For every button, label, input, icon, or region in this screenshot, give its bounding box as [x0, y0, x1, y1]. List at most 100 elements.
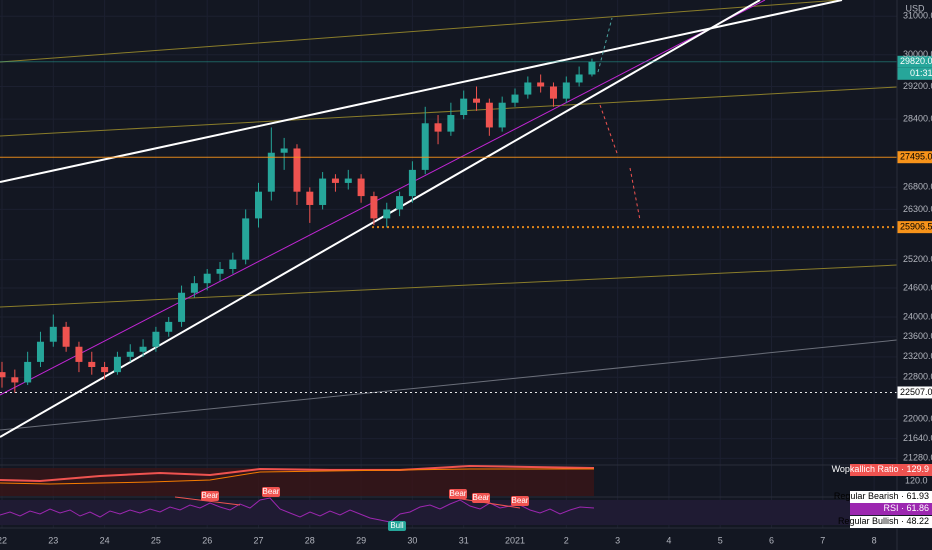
trend-line	[0, 0, 761, 438]
y-tick-label: 24000.0	[903, 311, 932, 321]
x-tick-label: 26	[202, 535, 212, 545]
bull-badge-label: Bull	[390, 521, 404, 530]
x-tick-label: 4	[666, 535, 671, 545]
x-tick-label: 22	[0, 535, 7, 545]
candle-body	[408, 169, 416, 197]
rsi-band	[0, 500, 897, 525]
bear-badge	[511, 496, 529, 506]
candle-body	[319, 178, 327, 205]
candle-body	[229, 259, 237, 270]
indicator-name: Regular Bearish	[834, 491, 899, 501]
olive-line	[0, 86, 898, 137]
y-tick-label: 21640.0	[903, 433, 932, 443]
countdown: 01:31	[910, 68, 932, 78]
candle-body	[49, 326, 57, 342]
ratio-level: 120.0	[905, 475, 928, 485]
x-tick-label: 25	[151, 535, 161, 545]
indicator-label-bg	[850, 491, 932, 503]
x-tick-label: 23	[48, 535, 58, 545]
indicator-name: Wopkallich Ratio	[832, 464, 899, 474]
candle-body	[88, 361, 96, 368]
price-label-bg	[897, 221, 932, 234]
x-tick-label: 30	[407, 535, 417, 545]
axis-labels: 31000.030000.029200.028400.026800.026300…	[0, 11, 932, 545]
y-tick-label: 26800.0	[903, 182, 932, 192]
bear-badge-label: Bear	[263, 487, 280, 496]
indicator-label: Regular Bearish · 61.93	[834, 491, 929, 501]
y-tick-label: 30000.0	[903, 49, 932, 59]
candle-body	[434, 123, 442, 132]
x-tick-label: 27	[253, 535, 263, 545]
x-tick-label: 3	[615, 535, 620, 545]
candle-body	[357, 178, 365, 197]
candle-body	[293, 148, 301, 192]
indicator-label-bg	[850, 503, 932, 515]
candle-body	[498, 102, 506, 128]
bear-badge-label: Bear	[450, 489, 467, 498]
x-tick-label: 31	[459, 535, 469, 545]
indicator-label-bg	[850, 516, 932, 528]
candle-body	[485, 102, 493, 128]
candle-body	[101, 367, 109, 373]
candle-body	[113, 356, 121, 373]
countdown-bg	[897, 67, 932, 80]
indicator-label: Regular Bullish · 48.22	[838, 516, 929, 526]
y-tick-label: 23200.0	[903, 351, 932, 361]
candle-body	[511, 94, 519, 103]
bear-badge	[449, 489, 467, 499]
ratio-line	[0, 464, 595, 483]
y-tick-label: 22800.0	[903, 372, 932, 382]
bear-badge-label: Bear	[202, 491, 219, 500]
x-tick-label: 24	[100, 535, 110, 545]
indicator-value: 61.93	[906, 491, 929, 501]
candle-body	[575, 74, 583, 83]
candle-body	[537, 82, 545, 87]
indicator-label-bg	[850, 464, 932, 476]
candle-body	[549, 86, 557, 99]
candle-body	[62, 326, 70, 347]
x-tick-label: 28	[305, 535, 315, 545]
candle-body	[524, 82, 532, 95]
candle-body	[396, 196, 404, 210]
candle-body	[152, 331, 160, 347]
indicator-value: 129.9	[906, 464, 929, 474]
indicator-sep: ·	[898, 516, 906, 526]
indicator-label: RSI · 61.86	[883, 503, 929, 513]
y-tick-label: 21280.0	[903, 453, 932, 463]
magenta-line	[0, 0, 766, 396]
currency: USD	[905, 3, 925, 13]
drawings	[0, 0, 898, 438]
y-tick-label: 22000.0	[903, 414, 932, 424]
x-tick-label: 8	[872, 535, 877, 545]
price-markers: 29820.0 27495.0 25906.5 22507.0 01:31	[0, 55, 932, 399]
candle-body	[331, 178, 339, 183]
candle-body	[562, 82, 570, 99]
candle-body	[280, 148, 288, 153]
price-label: 22507.0	[900, 387, 932, 397]
x-tick-label: 5	[718, 535, 723, 545]
y-tick-label: 28400.0	[903, 114, 932, 124]
indicator-value: 61.86	[906, 503, 929, 513]
y-tick-label: 26300.0	[903, 204, 932, 214]
candle-body	[370, 196, 378, 219]
olive-line	[0, 0, 841, 63]
olive-line	[0, 264, 898, 308]
x-tick-label: 29	[356, 535, 366, 545]
trend-line	[0, 0, 843, 183]
y-tick-label: 23600.0	[903, 331, 932, 341]
candle-body	[0, 372, 6, 378]
indicator-name: RSI	[883, 503, 898, 513]
candle-body	[344, 178, 352, 183]
candle-body	[36, 341, 44, 362]
y-tick-label: 25200.0	[903, 254, 932, 264]
candle-body	[383, 209, 391, 219]
candle-body	[255, 191, 262, 219]
candle-body	[165, 321, 173, 332]
bear-badge	[262, 487, 280, 497]
bull-badge	[388, 521, 406, 531]
price-label: 29820.0	[900, 56, 932, 66]
indicator-sep: ·	[898, 491, 906, 501]
candle-body	[126, 351, 134, 357]
candle-body	[306, 191, 314, 205]
x-tick-label: 6	[769, 535, 774, 545]
